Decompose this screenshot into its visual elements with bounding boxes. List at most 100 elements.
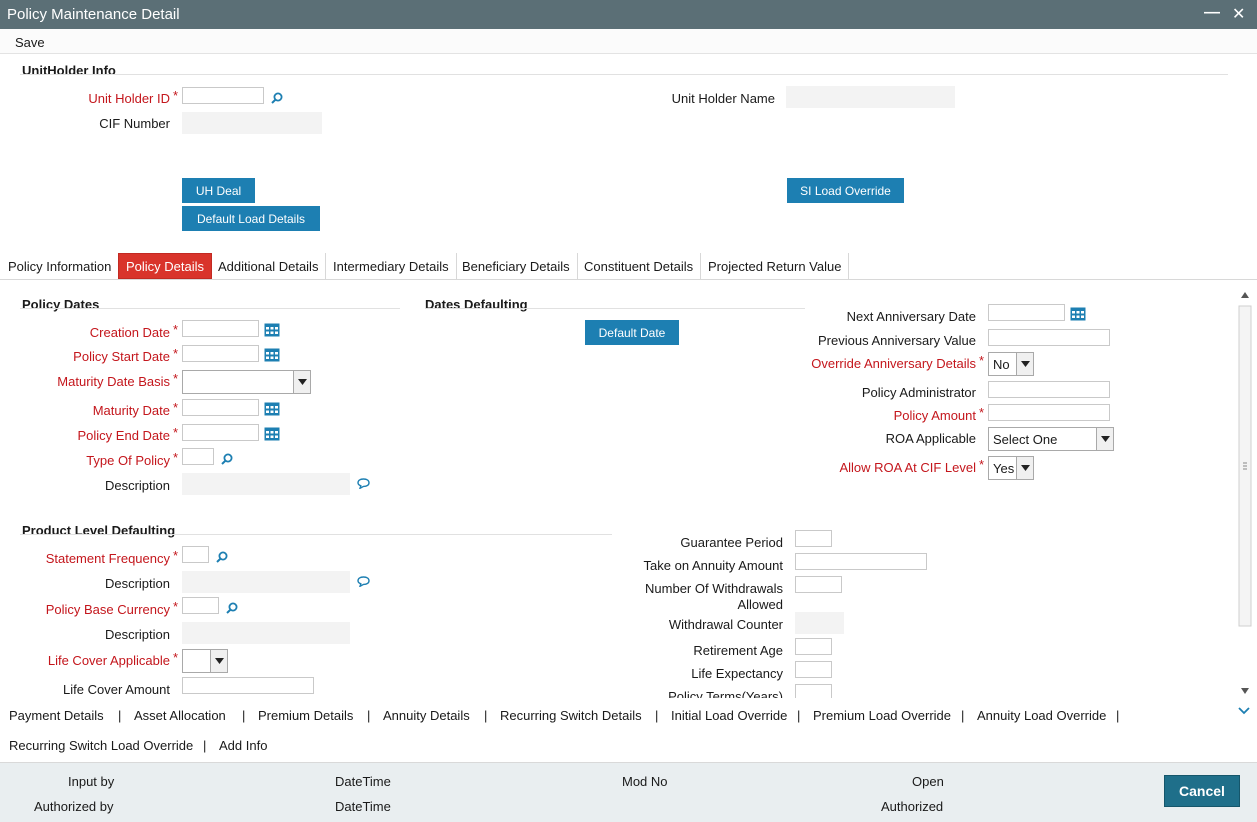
- asset-allocation-link[interactable]: Asset Allocation: [134, 708, 226, 723]
- policy-description-field: [182, 473, 350, 495]
- calendar-icon[interactable]: [264, 348, 280, 362]
- previous-anniversary-value-input[interactable]: [988, 329, 1110, 346]
- calendar-icon[interactable]: [1070, 307, 1086, 321]
- statement-frequency-input[interactable]: [182, 546, 209, 563]
- save-menu-item[interactable]: Save: [15, 35, 45, 50]
- calendar-icon[interactable]: [264, 323, 280, 337]
- add-info-link[interactable]: Add Info: [219, 738, 268, 753]
- required-marker: *: [173, 371, 179, 386]
- withdrawal-counter-field: [795, 612, 844, 634]
- policy-amount-input[interactable]: [988, 404, 1110, 421]
- next-anniversary-date-label: Next Anniversary Date: [846, 309, 976, 324]
- tab-policy-information[interactable]: Policy Information: [1, 253, 120, 279]
- calendar-icon[interactable]: [264, 427, 280, 441]
- annuity-details-link[interactable]: Annuity Details: [383, 708, 470, 723]
- open-status-label: Open: [912, 774, 944, 789]
- tab-divider: [0, 279, 1257, 280]
- take-on-annuity-amount-input[interactable]: [795, 553, 927, 570]
- required-marker: *: [173, 425, 179, 440]
- tab-intermediary-details[interactable]: Intermediary Details: [326, 253, 457, 279]
- close-icon[interactable]: ✕: [1232, 6, 1246, 23]
- policy-start-date-input[interactable]: [182, 345, 259, 362]
- override-anniversary-value: No: [993, 357, 1010, 372]
- calendar-icon[interactable]: [264, 402, 280, 416]
- type-of-policy-label: Type Of Policy: [86, 453, 170, 468]
- policy-administrator-input[interactable]: [988, 381, 1110, 398]
- currency-description-label: Description: [104, 627, 170, 642]
- unitholder-info-title: UnitHolder Info: [22, 63, 116, 78]
- roa-applicable-select[interactable]: Select One: [988, 427, 1114, 451]
- take-on-annuity-amount-label: Take on Annuity Amount: [643, 558, 783, 573]
- unit-holder-name-label: Unit Holder Name: [671, 91, 775, 106]
- minimize-icon[interactable]: —: [1204, 4, 1220, 21]
- initial-load-override-link[interactable]: Initial Load Override: [671, 708, 788, 723]
- search-icon[interactable]: [226, 602, 238, 614]
- allow-roa-at-cif-level-select[interactable]: Yes: [988, 456, 1034, 480]
- override-anniversary-details-select[interactable]: No: [988, 352, 1034, 376]
- allow-roa-at-cif-level-label: Allow ROA At CIF Level: [839, 460, 976, 475]
- life-expectancy-input[interactable]: [795, 661, 832, 678]
- policy-terms-input[interactable]: [795, 684, 832, 698]
- creation-date-label: Creation Date: [89, 325, 170, 340]
- tab-constituent-details[interactable]: Constituent Details: [577, 253, 702, 279]
- policy-end-date-label: Policy End Date: [77, 428, 171, 443]
- policy-end-date-input[interactable]: [182, 424, 259, 441]
- roa-applicable-label: ROA Applicable: [885, 431, 976, 446]
- required-marker: *: [979, 457, 985, 472]
- maturity-date-basis-label: Maturity Date Basis: [57, 374, 170, 389]
- tab-additional-details[interactable]: Additional Details: [211, 253, 327, 279]
- title-bar: [0, 0, 1257, 29]
- uh-deal-button[interactable]: UH Deal: [182, 178, 255, 203]
- default-date-button[interactable]: Default Date: [585, 320, 679, 345]
- statement-description-label: Description: [104, 576, 170, 591]
- chevron-down-icon[interactable]: [1238, 703, 1250, 718]
- search-icon[interactable]: [216, 551, 228, 563]
- creation-date-input[interactable]: [182, 320, 259, 337]
- tab-beneficiary-details[interactable]: Beneficiary Details: [455, 253, 578, 279]
- number-of-withdrawals-label: Number Of Withdrawals: [645, 581, 783, 596]
- next-anniversary-date-input[interactable]: [988, 304, 1065, 321]
- tab-policy-details[interactable]: Policy Details: [118, 253, 213, 279]
- previous-anniversary-value-label: Previous Anniversary Value: [817, 333, 976, 348]
- life-cover-amount-input[interactable]: [182, 677, 314, 694]
- section-divider: [20, 74, 1228, 75]
- product-level-defaulting-title: Product Level Defaulting: [22, 523, 176, 538]
- life-cover-applicable-select[interactable]: [182, 649, 228, 673]
- authorized-datetime-label: DateTime: [335, 799, 391, 814]
- recurring-switch-details-link[interactable]: Recurring Switch Details: [500, 708, 642, 723]
- type-of-policy-input[interactable]: [182, 448, 214, 465]
- cancel-button[interactable]: Cancel: [1164, 775, 1240, 807]
- input-by-label: Input by: [68, 774, 115, 789]
- search-icon[interactable]: [221, 453, 233, 465]
- link-separator: |: [797, 708, 801, 723]
- search-icon[interactable]: [271, 92, 283, 104]
- number-of-withdrawals-input[interactable]: [795, 576, 842, 593]
- comment-icon[interactable]: [357, 576, 370, 587]
- dates-defaulting-title: Dates Defaulting: [425, 297, 528, 312]
- policy-administrator-label: Policy Administrator: [861, 385, 976, 400]
- premium-details-link[interactable]: Premium Details: [258, 708, 354, 723]
- unit-holder-id-input[interactable]: [182, 87, 264, 104]
- maturity-date-input[interactable]: [182, 399, 259, 416]
- annuity-load-override-link[interactable]: Annuity Load Override: [977, 708, 1107, 723]
- recurring-switch-load-override-link[interactable]: Recurring Switch Load Override: [9, 738, 194, 753]
- tab-projected-return-value[interactable]: Projected Return Value: [701, 253, 850, 279]
- premium-load-override-link[interactable]: Premium Load Override: [813, 708, 951, 723]
- link-separator: |: [118, 708, 122, 723]
- payment-details-link[interactable]: Payment Details: [9, 708, 104, 723]
- default-load-details-button[interactable]: Default Load Details: [182, 206, 320, 231]
- comment-icon[interactable]: [357, 478, 370, 489]
- required-marker: *: [173, 346, 179, 361]
- vertical-scrollbar[interactable]: [1238, 288, 1252, 698]
- input-datetime-label: DateTime: [335, 774, 391, 789]
- link-separator: |: [203, 738, 207, 753]
- si-load-override-button[interactable]: SI Load Override: [787, 178, 904, 203]
- section-divider: [20, 308, 400, 309]
- allow-roa-value: Yes: [993, 461, 1015, 476]
- retirement-age-input[interactable]: [795, 638, 832, 655]
- required-marker: *: [173, 650, 179, 665]
- guarantee-period-input[interactable]: [795, 530, 832, 547]
- maturity-date-basis-select[interactable]: [182, 370, 311, 394]
- policy-base-currency-input[interactable]: [182, 597, 219, 614]
- policy-description-label: Description: [104, 478, 170, 493]
